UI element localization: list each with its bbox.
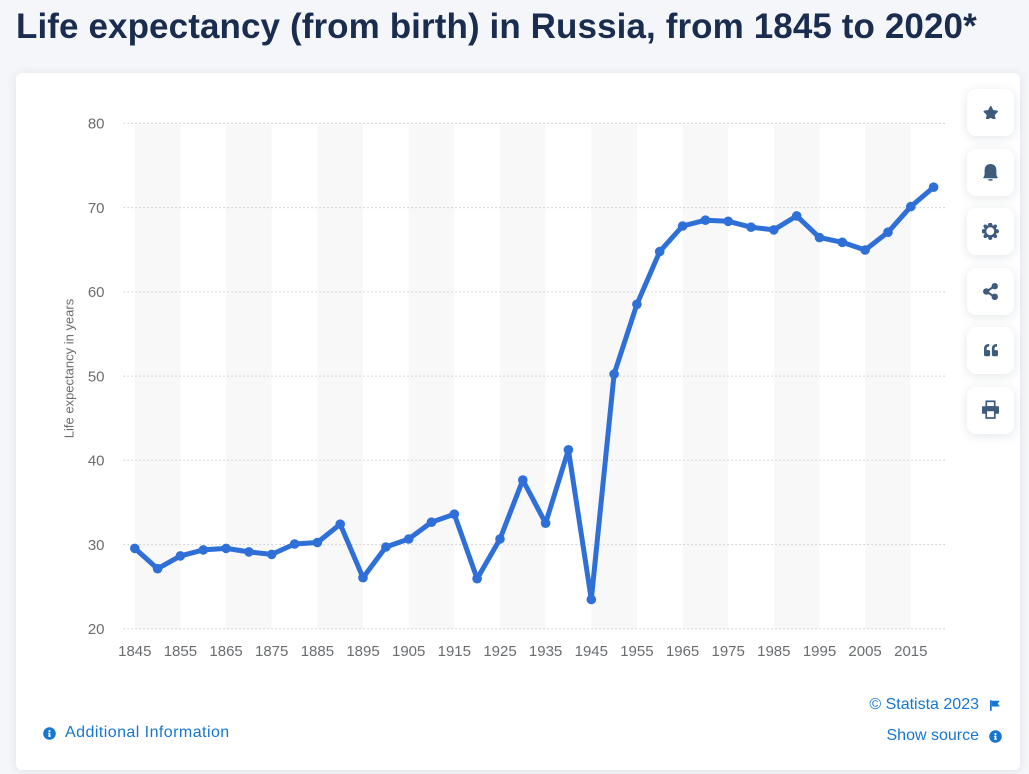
svg-text:1855: 1855	[164, 643, 197, 660]
svg-text:1925: 1925	[483, 643, 516, 660]
svg-text:60: 60	[88, 284, 105, 301]
svg-text:1945: 1945	[575, 643, 608, 660]
svg-text:1905: 1905	[392, 643, 425, 660]
svg-text:1915: 1915	[438, 643, 471, 660]
svg-text:1935: 1935	[529, 643, 562, 660]
svg-text:50: 50	[88, 368, 105, 385]
svg-text:1885: 1885	[301, 643, 334, 660]
svg-text:1955: 1955	[620, 643, 653, 660]
svg-text:80: 80	[88, 116, 105, 133]
svg-text:1985: 1985	[757, 643, 790, 660]
svg-text:1895: 1895	[346, 643, 379, 660]
svg-text:1965: 1965	[666, 643, 699, 660]
svg-text:1845: 1845	[118, 643, 151, 660]
svg-text:40: 40	[88, 453, 105, 470]
svg-text:70: 70	[88, 200, 105, 217]
svg-text:20: 20	[88, 621, 105, 638]
svg-text:1875: 1875	[255, 643, 288, 660]
svg-text:1995: 1995	[803, 643, 836, 660]
svg-text:2015: 2015	[894, 643, 927, 660]
svg-text:30: 30	[88, 537, 105, 554]
svg-text:Life expectancy in years: Life expectancy in years	[62, 298, 77, 438]
svg-text:1865: 1865	[209, 643, 242, 660]
svg-text:1975: 1975	[712, 643, 745, 660]
svg-text:2005: 2005	[848, 643, 881, 660]
